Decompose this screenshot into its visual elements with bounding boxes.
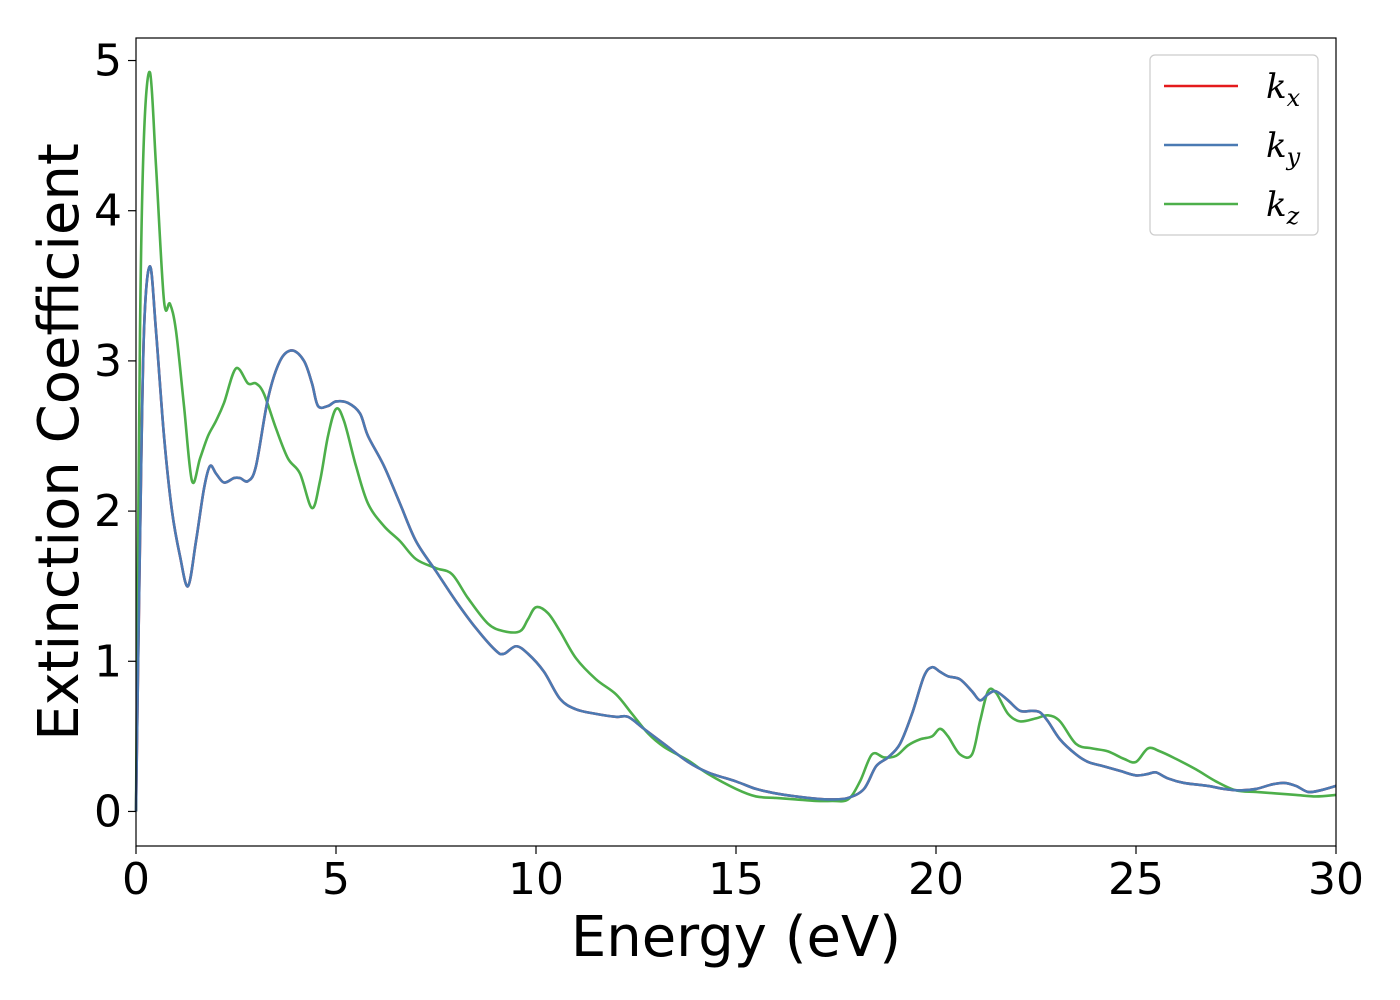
- y-tick-label: 5: [94, 36, 122, 87]
- x-tick-label: 30: [1308, 854, 1364, 905]
- series-layer: [134, 70, 1337, 812]
- x-tick-label: 15: [708, 854, 764, 905]
- y-tick-label: 1: [94, 636, 122, 687]
- x-tick-label: 20: [908, 854, 964, 905]
- x-axis-label: Energy (eV): [571, 905, 901, 970]
- series-line-k_y: [134, 264, 1337, 812]
- y-tick-label: 2: [94, 486, 122, 537]
- x-tick-label: 25: [1108, 854, 1164, 905]
- x-tick-label: 5: [322, 854, 350, 905]
- series-line-k_z: [134, 70, 1337, 812]
- series-line-k_x: [134, 264, 1337, 812]
- x-axis: 0 5 10 15 20 25 30: [122, 846, 1364, 905]
- legend-label-k_z: kz: [1266, 185, 1300, 230]
- legend: kx ky kz: [1149, 54, 1319, 236]
- legend-label-k_x: kx: [1266, 67, 1301, 112]
- y-tick-label: 0: [94, 786, 122, 837]
- y-tick-label: 3: [94, 336, 122, 387]
- x-tick-label: 10: [508, 854, 564, 905]
- y-tick-label: 4: [94, 186, 122, 237]
- legend-label-k_y: ky: [1266, 126, 1301, 171]
- y-axis-label: Extinction Coefficient: [27, 143, 92, 741]
- x-tick-label: 0: [122, 854, 150, 905]
- y-axis: 0 1 2 3 4 5: [94, 36, 136, 837]
